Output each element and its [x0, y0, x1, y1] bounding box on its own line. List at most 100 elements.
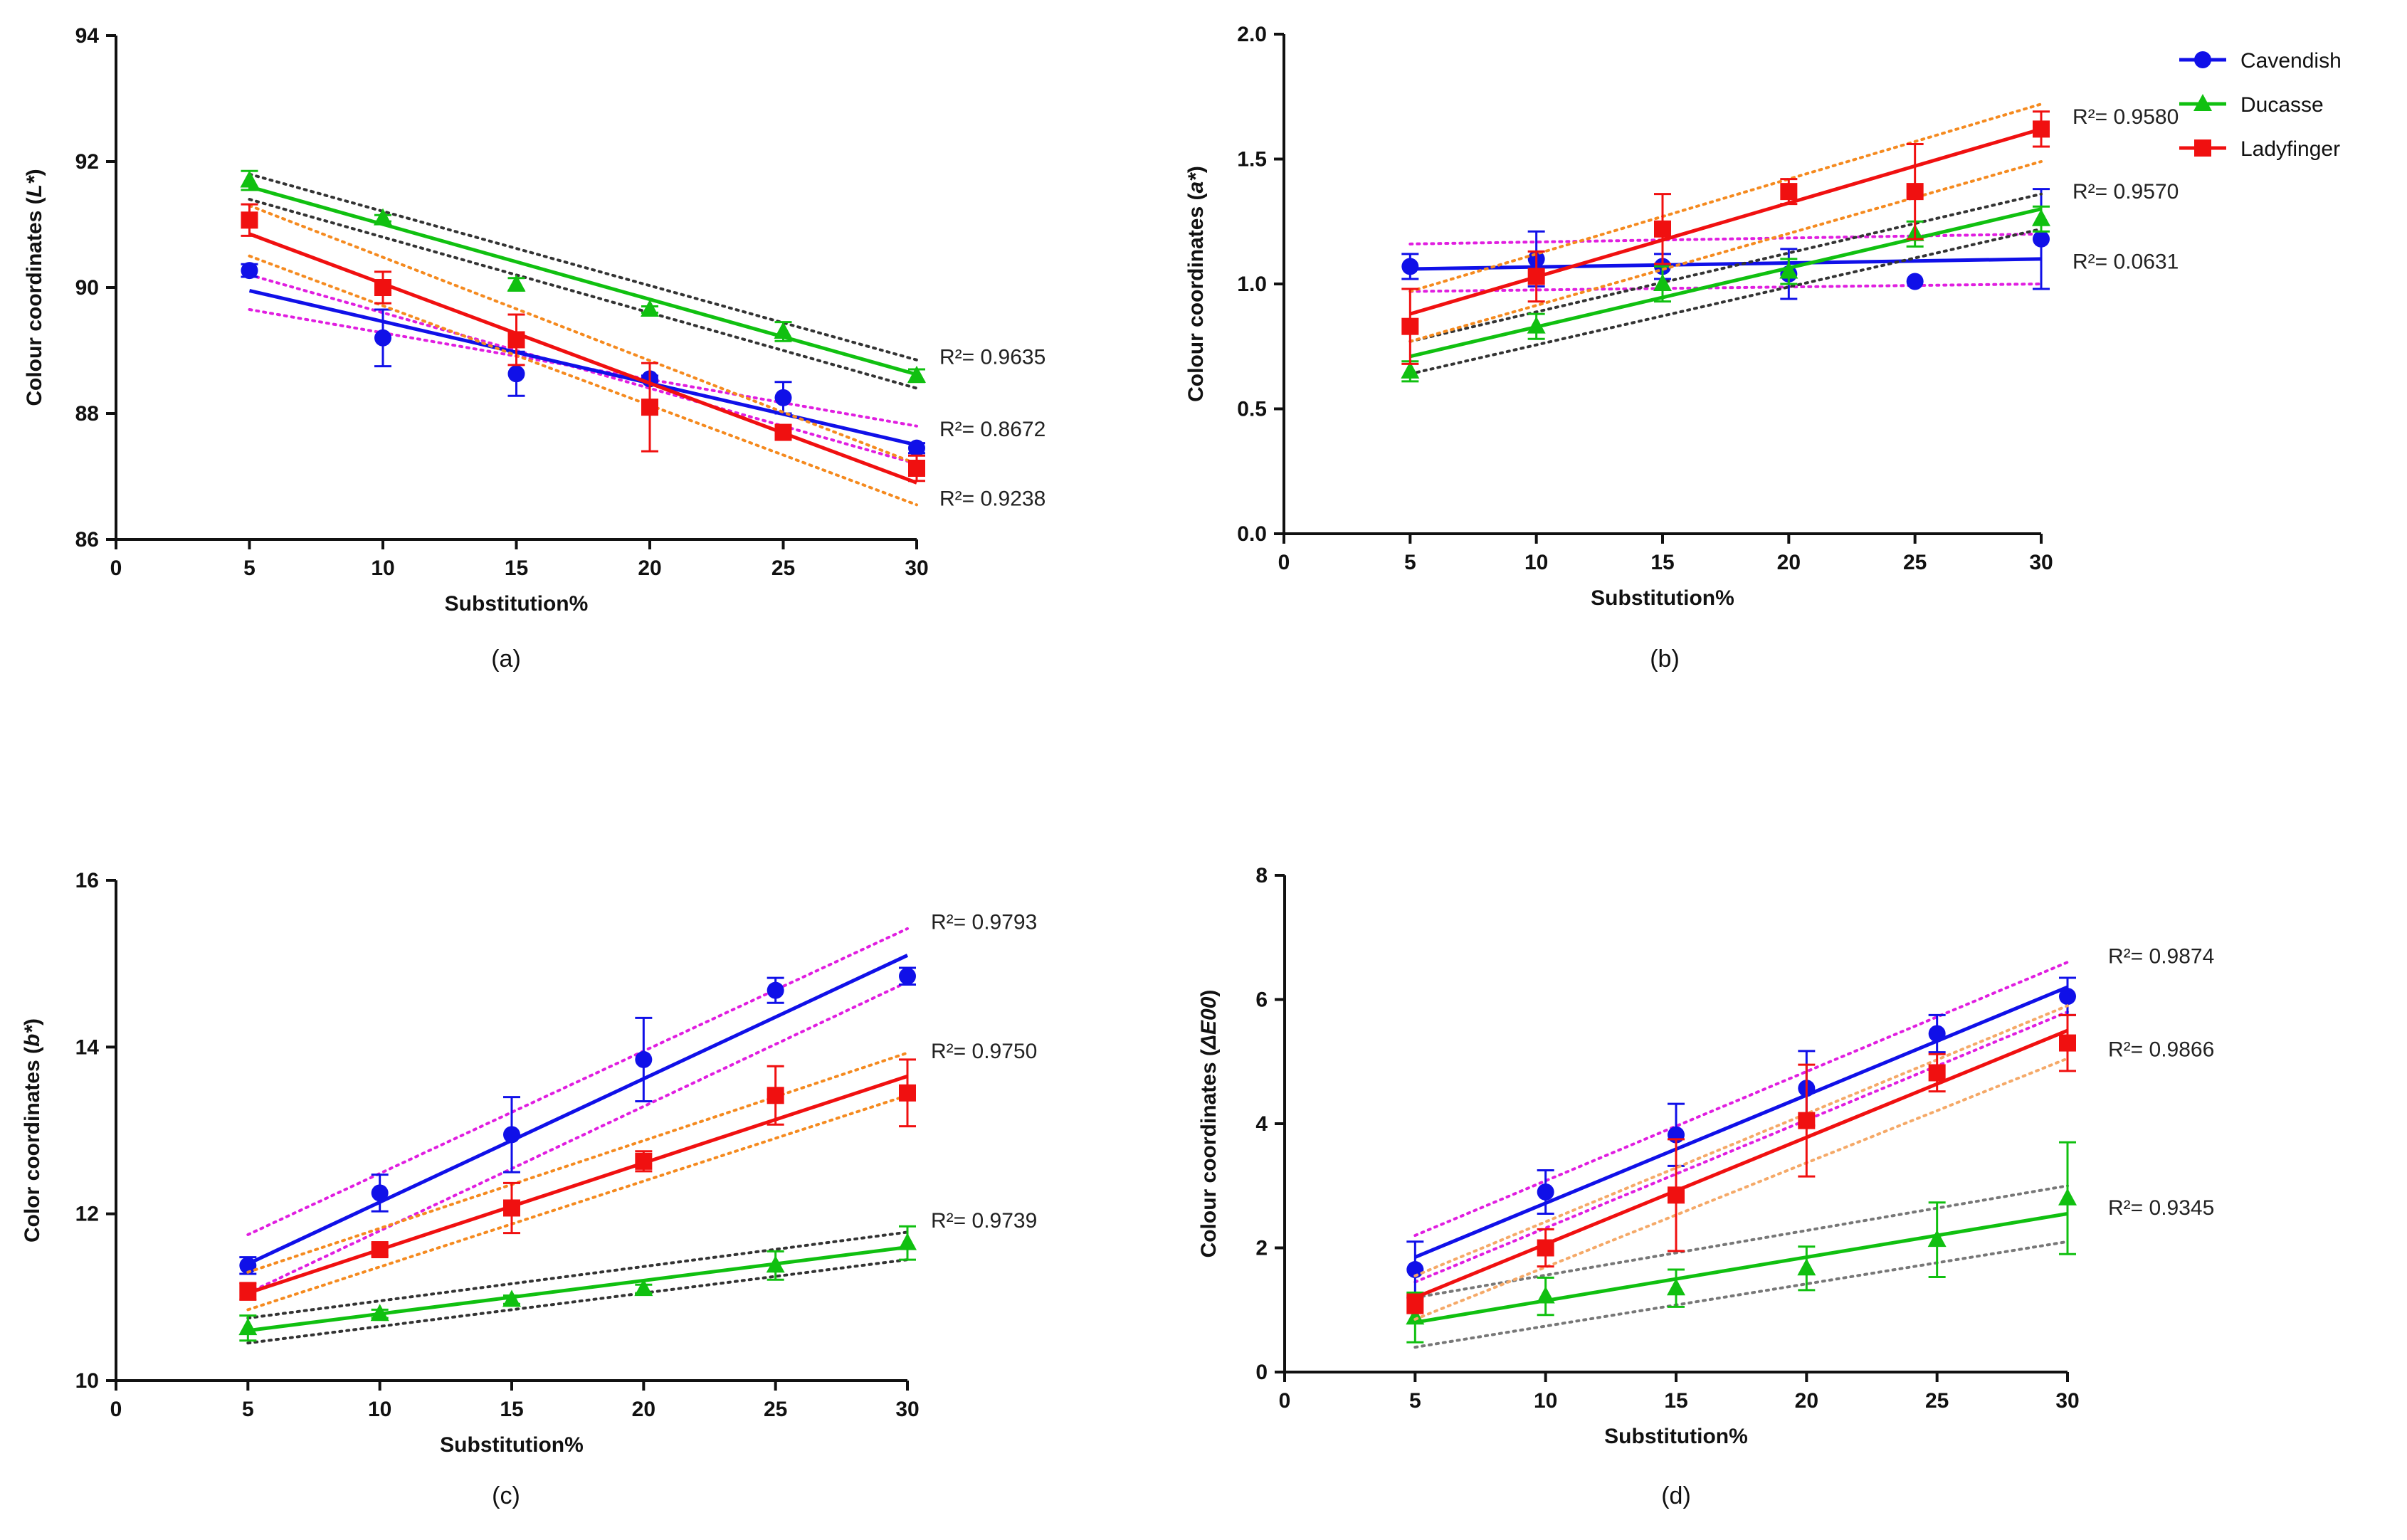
data-point-triangle [2032, 209, 2050, 226]
data-point-circle [899, 967, 916, 985]
confidence-band-line [1413, 961, 2069, 1238]
regression-line [1410, 257, 2042, 271]
y-axis-title: Colour coordinates (L*) [23, 169, 46, 406]
data-point-triangle [766, 1255, 785, 1273]
data-point-triangle [1797, 1258, 1816, 1276]
x-tick-label: 20 [1795, 1389, 1818, 1413]
confidence-band-line [248, 198, 918, 390]
data-point-square [1928, 1064, 1946, 1082]
regression-line [1414, 985, 2068, 1259]
confidence-band-line [248, 172, 918, 362]
x-axis-title: Substitution% [1591, 586, 1734, 610]
data-point-triangle [1927, 1230, 1947, 1248]
y-tick-label: 6 [1255, 988, 1268, 1012]
data-point-circle [503, 1126, 520, 1144]
y-axis-title-variable: b* [21, 1025, 44, 1047]
x-tick-label: 15 [1650, 551, 1674, 574]
panel-a: 0 5 10 15 20 25 30 86 88 90 92 94 Substitution% Colou… [23, 24, 1046, 673]
panel-label: (c) [492, 1482, 520, 1509]
x-tick-label: 30 [2029, 551, 2053, 574]
x-tick-label: 15 [505, 557, 528, 580]
x-tick-label: 30 [2055, 1389, 2079, 1413]
regression-line [1409, 127, 2042, 316]
x-tick-label: 25 [1903, 551, 1927, 574]
data-point-triangle [240, 170, 259, 188]
series-ducasse [1401, 192, 2050, 383]
r-squared-label: R²= 0.9238 [939, 487, 1046, 510]
data-point-circle [774, 389, 792, 406]
y-axis-title-variable: ΔE00 [1197, 996, 1221, 1050]
data-point-circle [1406, 1261, 1424, 1279]
confidence-band-line [246, 1230, 909, 1320]
y-tick-label: 0.5 [1237, 398, 1267, 421]
y-tick-label: 90 [75, 276, 99, 300]
panel-label: (a) [491, 645, 521, 673]
x-tick-label: 10 [371, 557, 394, 580]
data-point-triangle [502, 1290, 521, 1307]
data-point-square [2059, 1034, 2076, 1052]
x-tick-label: 0 [110, 557, 122, 580]
data-point-triangle [1653, 274, 1672, 291]
y-tick-label: 86 [75, 528, 99, 552]
x-tick-label: 5 [1404, 551, 1416, 574]
x-axis-title: Substitution% [1604, 1425, 1748, 1448]
series-ducasse [240, 169, 926, 390]
x-tick-label: 5 [242, 1398, 254, 1421]
y-axis-title: Colour coordinates (ΔE00) [1197, 990, 1221, 1258]
data-point-square [371, 1241, 389, 1259]
x-tick-label: 0 [1278, 551, 1290, 574]
x-tick-label: 30 [895, 1398, 919, 1421]
data-point-square [1906, 183, 1924, 201]
series-cavendish [1401, 188, 2050, 300]
y-tick-label: 92 [75, 150, 99, 174]
y-axis-title-prefix: Colour coordinates ( [1197, 1049, 1221, 1257]
r-squared-label: R²= 0.9739 [931, 1209, 1037, 1233]
r-squared-label: R²= 0.9874 [2108, 944, 2214, 968]
data-point-square [241, 211, 258, 229]
r-squared-label: R²= 0.9635 [939, 345, 1046, 369]
legend: Cavendish Ducasse Ladyfinger [2179, 49, 2342, 161]
data-point-triangle [907, 365, 926, 383]
confidence-band-line [1408, 160, 2043, 343]
data-point-square [507, 331, 525, 349]
confidence-band-line [246, 1258, 909, 1345]
r-squared-label: R²= 0.9580 [2072, 105, 2179, 129]
confidence-band-line [1413, 1010, 2069, 1284]
confidence-band-line [1408, 232, 2043, 246]
data-point-square [1537, 1239, 1554, 1257]
legend-marker-circle [2194, 51, 2211, 68]
confidence-band-line [1413, 1057, 2069, 1321]
regression-line [248, 184, 917, 376]
legend-label: Cavendish [2240, 49, 2342, 73]
data-point-triangle [2058, 1188, 2077, 1206]
y-tick-label: 8 [1255, 864, 1268, 887]
panel-d: 0 5 10 15 20 25 30 0 2 4 6 8 Substitution% Colour coo… [1197, 864, 2214, 1509]
data-point-square [1654, 220, 1671, 238]
y-tick-label: 4 [1255, 1112, 1268, 1136]
regression-line [248, 232, 917, 485]
data-point-square [1401, 317, 1419, 335]
y-axis-title-prefix: Colour coordinates ( [1184, 194, 1208, 402]
y-tick-label: 1.0 [1237, 273, 1267, 296]
series-cavendish [1406, 961, 2076, 1299]
panel-b: 0 5 10 15 20 25 30 0.0 0.5 1.0 1.5 2.0 Substitution%… [1184, 23, 2179, 673]
r-squared-label: R²= 0.9570 [2072, 180, 2179, 204]
confidence-band-line [1408, 227, 2043, 376]
y-tick-label: 0 [1255, 1361, 1268, 1384]
y-tick-label: 0.0 [1237, 522, 1267, 546]
confidence-band-line [248, 254, 918, 507]
x-tick-label: 20 [1777, 551, 1801, 574]
y-tick-label: 94 [75, 24, 100, 48]
r-squared-label: R²= 0.9866 [2108, 1038, 2214, 1061]
data-point-square [774, 423, 792, 441]
y-tick-label: 16 [75, 869, 99, 892]
data-point-square [1668, 1186, 1685, 1204]
panel-label: (b) [1650, 645, 1680, 673]
y-axis-title-variable: L* [23, 175, 46, 197]
data-point-circle [635, 1050, 653, 1068]
confidence-band-line [1413, 1240, 2069, 1349]
data-point-square [1527, 268, 1545, 285]
series-ducasse [238, 1225, 917, 1345]
legend-marker-triangle [2193, 94, 2212, 111]
